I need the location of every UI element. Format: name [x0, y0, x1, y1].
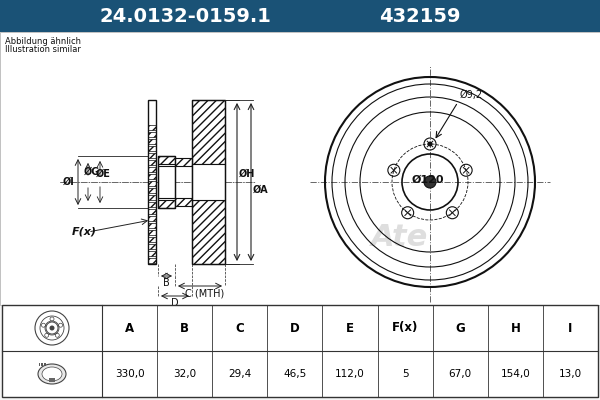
Bar	[158, 166, 175, 198]
Text: 46,5: 46,5	[283, 369, 307, 379]
Text: B: B	[163, 278, 170, 288]
Text: Ate: Ate	[371, 222, 428, 252]
Bar	[148, 188, 156, 193]
Circle shape	[427, 142, 433, 146]
Text: 24.0132-0159.1: 24.0132-0159.1	[99, 6, 271, 26]
Bar	[192, 100, 225, 164]
Text: F(x): F(x)	[392, 322, 418, 334]
Bar	[148, 244, 156, 249]
Bar	[148, 160, 156, 165]
Ellipse shape	[42, 367, 62, 381]
Bar	[49, 378, 55, 382]
Bar	[148, 209, 156, 214]
Text: ØE: ØE	[96, 169, 111, 179]
Bar	[148, 258, 156, 263]
Text: 432159: 432159	[379, 6, 461, 26]
Bar	[148, 181, 156, 186]
Text: A: A	[125, 322, 134, 334]
Bar	[192, 100, 225, 264]
Text: G: G	[455, 322, 465, 334]
Text: C (MTH): C (MTH)	[185, 288, 224, 298]
Text: C: C	[235, 322, 244, 334]
Bar	[158, 156, 175, 208]
Text: E: E	[346, 322, 354, 334]
Text: B: B	[180, 322, 189, 334]
Bar	[2, 305, 598, 397]
Bar	[148, 153, 156, 158]
Bar	[148, 237, 156, 242]
Text: ØA: ØA	[253, 185, 269, 195]
Bar	[148, 230, 156, 235]
Text: Abbildung ähnlich: Abbildung ähnlich	[5, 37, 81, 46]
Circle shape	[49, 326, 55, 330]
Text: Ø120: Ø120	[412, 175, 444, 185]
Text: ØG: ØG	[84, 167, 100, 177]
Text: I: I	[568, 322, 572, 334]
Text: 112,0: 112,0	[335, 369, 365, 379]
Bar	[148, 167, 156, 172]
Text: 32,0: 32,0	[173, 369, 196, 379]
Bar	[148, 132, 156, 137]
Text: F(x): F(x)	[72, 227, 97, 237]
Bar	[148, 100, 225, 264]
Bar	[148, 174, 156, 179]
Bar	[0, 32, 600, 305]
Bar	[148, 195, 156, 200]
Bar	[0, 0, 600, 32]
Bar	[148, 139, 156, 144]
Bar	[148, 146, 156, 151]
Bar	[148, 125, 156, 130]
Bar	[148, 223, 156, 228]
Text: H: H	[511, 322, 520, 334]
Text: 154,0: 154,0	[500, 369, 530, 379]
Bar	[192, 200, 225, 264]
Text: 5: 5	[402, 369, 409, 379]
Text: 13,0: 13,0	[559, 369, 582, 379]
Bar	[175, 198, 192, 206]
Circle shape	[424, 176, 436, 188]
Bar	[192, 164, 225, 200]
Bar	[148, 251, 156, 256]
Text: 67,0: 67,0	[449, 369, 472, 379]
Bar	[158, 200, 175, 208]
Bar	[175, 158, 192, 166]
Bar	[158, 156, 175, 164]
Text: 29,4: 29,4	[228, 369, 251, 379]
Bar	[148, 100, 156, 264]
Text: ØI: ØI	[63, 177, 75, 187]
Text: D: D	[171, 298, 179, 308]
Text: ØH: ØH	[239, 169, 256, 179]
Text: Ø9,2: Ø9,2	[460, 90, 483, 100]
Bar	[148, 202, 156, 207]
Text: Illustration similar: Illustration similar	[5, 45, 81, 54]
Text: 330,0: 330,0	[115, 369, 145, 379]
Text: D: D	[290, 322, 300, 334]
Bar	[148, 216, 156, 221]
Ellipse shape	[38, 364, 66, 384]
